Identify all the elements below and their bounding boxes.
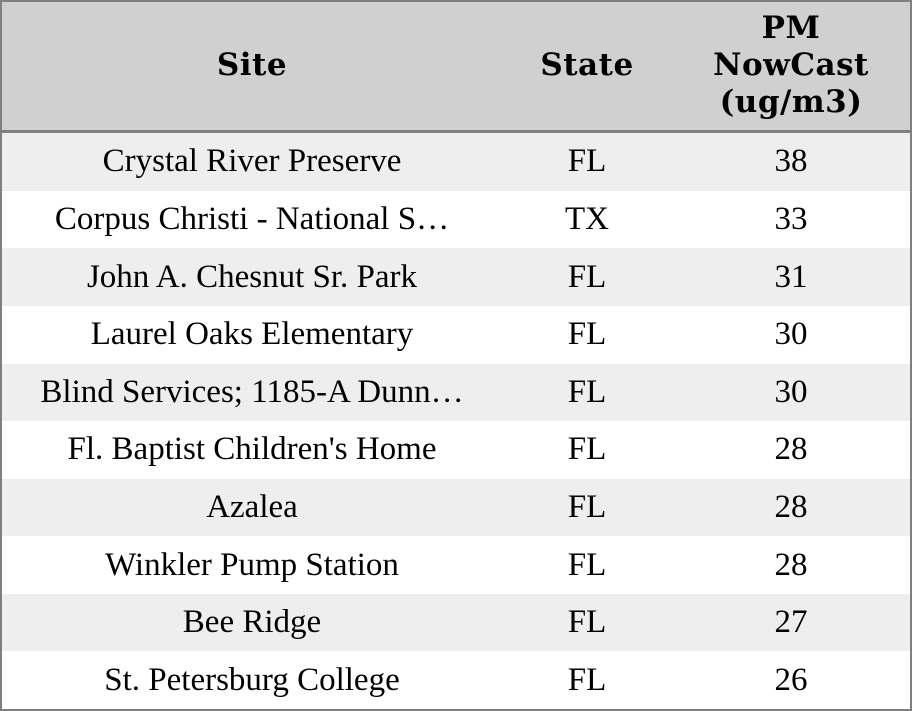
- header-row: Site State PM NowCast (ug/m3): [2, 2, 910, 133]
- state-cell: FL: [567, 258, 607, 295]
- state-cell: FL: [567, 373, 607, 410]
- state-cell: TX: [565, 201, 609, 238]
- pm-nowcast-cell: 28: [774, 431, 808, 468]
- site-cell: Corpus Christi - National S…: [54, 201, 450, 238]
- pm-nowcast-cell: 31: [774, 258, 808, 295]
- column-header-pm-nowcast: PM NowCast (ug/m3): [672, 2, 910, 133]
- state-cell: FL: [567, 546, 607, 583]
- pm-nowcast-cell: 27: [774, 604, 808, 641]
- table-row: Blind Services; 1185-A Dunn… FL 30: [2, 363, 910, 422]
- column-header-pm-line3: (ug/m3): [719, 84, 863, 121]
- site-cell: Bee Ridge: [182, 604, 322, 641]
- pm-nowcast-cell: 30: [774, 373, 808, 410]
- state-cell: FL: [567, 604, 607, 641]
- table-row: St. Petersburg College FL 26: [2, 651, 910, 709]
- site-cell: Azalea: [206, 488, 298, 525]
- pm-nowcast-cell: 28: [774, 546, 808, 583]
- table-row: Winkler Pump Station FL 28: [2, 536, 910, 594]
- site-cell: St. Petersburg College: [104, 661, 400, 698]
- table-row: Crystal River Preserve FL 38: [2, 131, 910, 191]
- table-row: Corpus Christi - National S… TX 33: [2, 190, 910, 249]
- pm-nowcast-cell: 26: [774, 661, 808, 698]
- pm-nowcast-cell: 38: [774, 143, 808, 180]
- column-header-site-label: Site: [216, 47, 288, 84]
- state-cell: FL: [567, 431, 607, 468]
- site-cell: Winkler Pump Station: [105, 546, 399, 583]
- column-header-pm-line1: PM: [761, 10, 821, 47]
- column-header-site: Site: [2, 2, 502, 133]
- state-cell: FL: [567, 488, 607, 525]
- table-row: Bee Ridge FL 27: [2, 593, 910, 652]
- site-cell: Blind Services; 1185-A Dunn…: [40, 373, 464, 410]
- column-header-pm-line2: NowCast: [713, 47, 869, 84]
- pm-nowcast-cell: 33: [774, 201, 808, 238]
- state-cell: FL: [567, 661, 607, 698]
- column-header-state: State: [502, 2, 672, 133]
- site-cell: Crystal River Preserve: [102, 143, 402, 180]
- table-body: Crystal River Preserve FL 38 Corpus Christi…: [2, 131, 910, 709]
- column-header-state-label: State: [540, 47, 634, 84]
- site-cell: John A. Chesnut Sr. Park: [86, 258, 418, 295]
- state-cell: FL: [567, 143, 607, 180]
- state-cell: FL: [567, 316, 607, 353]
- table-row: John A. Chesnut Sr. Park FL 31: [2, 248, 910, 307]
- table-row: Azalea FL 28: [2, 478, 910, 537]
- site-cell: Laurel Oaks Elementary: [90, 316, 414, 353]
- table-row: Fl. Baptist Children's Home FL 28: [2, 421, 910, 479]
- pm-nowcast-cell: 28: [774, 488, 808, 525]
- pm-nowcast-cell: 30: [774, 316, 808, 353]
- site-cell: Fl. Baptist Children's Home: [67, 431, 437, 468]
- table-header: Site State PM NowCast (ug/m3): [2, 2, 910, 133]
- table-row: Laurel Oaks Elementary FL 30: [2, 306, 910, 364]
